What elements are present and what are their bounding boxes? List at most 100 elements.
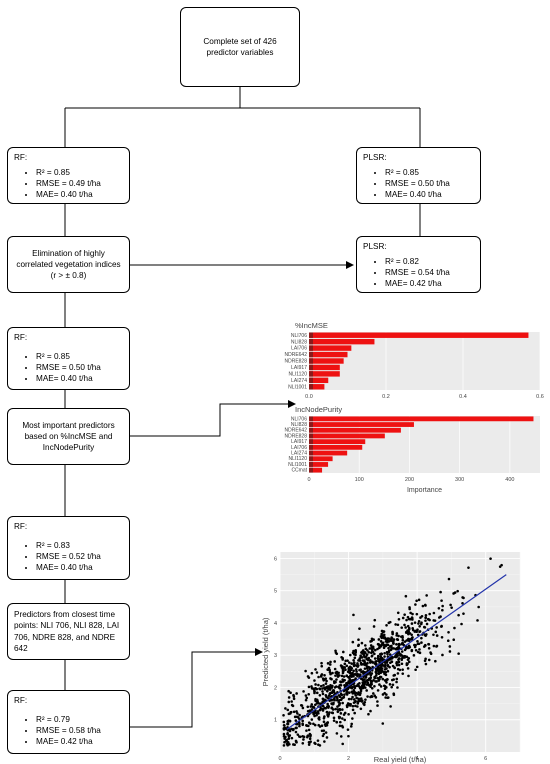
scatter-point [388, 665, 391, 669]
scatter-point [384, 663, 387, 667]
scatter-point [343, 718, 347, 722]
scatter-point [289, 691, 292, 695]
scatter-point [397, 642, 401, 646]
scatter-point [354, 651, 357, 654]
closest-time-points-box: Predictors from closest time points: NLI… [7, 603, 130, 660]
scatter-point [424, 657, 427, 661]
scatter-point [363, 678, 366, 681]
scatter-point [294, 730, 298, 734]
scatter-point [339, 683, 342, 687]
scatter-point [332, 716, 336, 720]
scatter-point [313, 689, 316, 693]
scatter-point [448, 645, 452, 648]
scatter-point [383, 655, 386, 658]
scatter-point [424, 616, 427, 620]
scatter-point [370, 672, 374, 675]
scatter-point [315, 687, 319, 691]
scatter-point [306, 709, 310, 713]
scatter-point [305, 696, 309, 700]
scatter-point [316, 710, 320, 713]
barchart2-bar-dark-segment [309, 422, 313, 427]
scatter-point [351, 651, 355, 655]
scatter-xtick-label: 2 [347, 756, 350, 762]
scatter-point [360, 650, 364, 654]
barchart2-category-label: NLI1120 [288, 456, 307, 462]
barchart1-category-label: NDRE642 [284, 352, 307, 358]
plsr1-mae: MAE= 0.40 t/ha [385, 189, 474, 200]
scatter-point [392, 642, 395, 645]
scatter-point [326, 702, 329, 706]
scatter-point [353, 711, 356, 715]
scatter-point [302, 690, 305, 693]
scatter-point [293, 743, 296, 747]
scatter-point [387, 696, 390, 699]
barchart1-bar [309, 351, 348, 358]
scatter-point [390, 685, 393, 689]
scatter-point [298, 735, 301, 738]
scatter-point [461, 601, 464, 605]
scatter-point [311, 705, 315, 709]
scatter-point [397, 634, 400, 638]
scatter-point [371, 660, 374, 664]
scatter-point [287, 700, 291, 704]
scatter-point [387, 658, 391, 661]
scatter-point [427, 618, 431, 621]
scatter-point [417, 622, 420, 625]
scatter-point [294, 719, 298, 722]
scatter-point [346, 728, 350, 731]
scatter-point [366, 649, 369, 652]
scatter-point [364, 698, 367, 701]
scatter-point [432, 644, 436, 648]
scatter-point [403, 648, 407, 652]
scatter-point [373, 694, 377, 698]
scatter-point [359, 686, 362, 690]
plsr1-rmse: RMSE = 0.50 t/ha [385, 178, 474, 189]
scatter-point [342, 675, 346, 678]
rf4-mae: MAE= 0.42 t/ha [36, 736, 123, 747]
barchart2-bar [309, 433, 385, 439]
scatter-point [284, 739, 288, 743]
scatter-point [477, 605, 480, 609]
scatter-point [370, 639, 373, 643]
scatter-point [357, 697, 361, 701]
scatter-point [500, 563, 503, 567]
scatter-point [302, 735, 306, 739]
scatter-point [435, 644, 439, 648]
scatter-point [354, 649, 357, 652]
scatter-point [374, 680, 377, 683]
scatter-ytick-label: 4 [274, 621, 277, 627]
scatter-point [361, 681, 365, 684]
scatter-point [318, 744, 322, 747]
scatter-point [350, 662, 353, 665]
scatter-point [460, 622, 463, 626]
scatter-point [373, 618, 377, 622]
barchart1-bar-dark-segment [309, 371, 313, 377]
plsr2-r2: R² = 0.82 [385, 256, 474, 267]
scatter-point [335, 732, 339, 735]
scatter-point [447, 631, 450, 634]
scatter-point [295, 710, 298, 713]
scatter-ylabel: Predicted yield (t/ha) [261, 617, 270, 686]
scatter-point [342, 650, 345, 654]
barchart1-category-label: LAI274 [291, 378, 307, 384]
scatter-point [388, 683, 392, 686]
scatter-point [440, 599, 443, 602]
scatter-point [329, 672, 332, 676]
arrow-important-barcharts [130, 400, 296, 437]
scatter-point [282, 744, 286, 747]
elimination-box: Elimination of highly correlated vegetat… [7, 236, 130, 293]
scatter-point [321, 707, 325, 711]
scatter-point [387, 646, 390, 650]
scatter-point [351, 673, 355, 677]
scatter-point [356, 693, 360, 696]
scatter-point [432, 619, 436, 622]
scatter-point [421, 604, 425, 608]
scatter-point [339, 720, 342, 724]
scatter-point [284, 707, 287, 710]
rf3-r2: R² = 0.83 [36, 540, 123, 551]
scatter-point [402, 643, 406, 647]
scatter-point [352, 658, 355, 662]
scatter-point [379, 640, 383, 643]
scatter-point [372, 625, 376, 628]
scatter-point [378, 683, 381, 686]
